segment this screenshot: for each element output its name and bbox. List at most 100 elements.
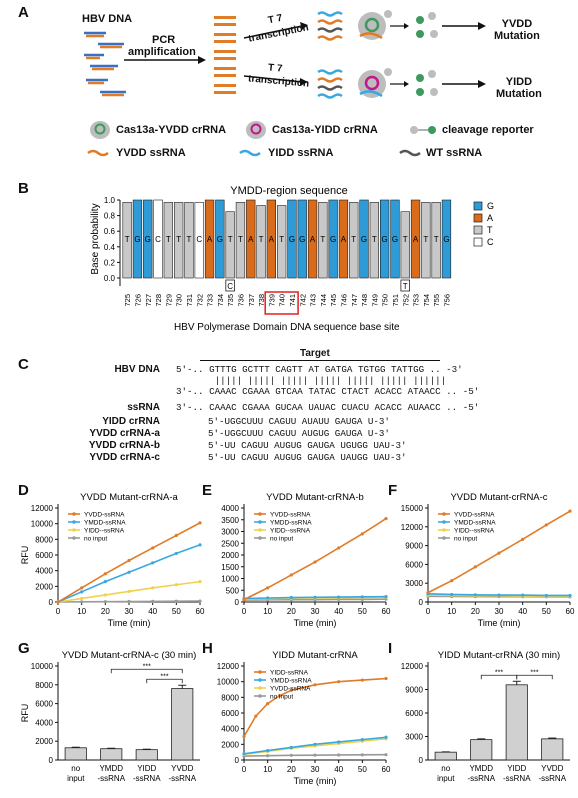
chart-b-legend-label: G <box>487 201 494 211</box>
chart-significance-label: *** <box>160 673 168 680</box>
chart-b-base-letter: T <box>125 235 130 244</box>
chart-xtick-label: 10 <box>263 607 272 616</box>
chart-b-xtick-label: 729 <box>164 294 173 307</box>
chart-b-base-letter: A <box>341 235 347 244</box>
chart-b-base-letter: T <box>423 235 428 244</box>
chart-point <box>360 595 364 599</box>
panel-label-d: D <box>18 482 29 499</box>
chart-point <box>337 740 341 744</box>
chart-b-xtick-label: 754 <box>422 294 431 307</box>
chart-significance-label: *** <box>495 669 503 676</box>
chart-ytick-label: 3000 <box>221 528 239 537</box>
yidd-mutation-label: YIDD Mutation <box>496 76 542 100</box>
chart-title: YIDD Mutant-crRNA (30 min) <box>438 650 560 661</box>
chart-ytick-label: 4000 <box>221 504 239 513</box>
chart-b-xtick-label: 755 <box>432 294 441 307</box>
chart-point <box>80 596 84 601</box>
chart-ytick-label: 12000 <box>401 523 424 532</box>
chart-ytick-label: 0 <box>419 756 424 765</box>
chart-point <box>198 521 202 525</box>
chart-significance-bracket <box>516 674 553 680</box>
chart-legend-marker <box>258 686 262 690</box>
chart-b-ytick-label: 0.0 <box>104 274 116 283</box>
panel-label-e: E <box>202 482 213 499</box>
pcr-label: PCR <box>152 34 176 46</box>
chart-b-bar <box>390 199 400 279</box>
chart-bar <box>470 739 493 761</box>
chart-ytick-label: 0 <box>235 598 240 607</box>
chart-ylabel: RFU <box>20 704 30 723</box>
chart-xtick-label: -ssRNA <box>133 774 161 783</box>
sequence-row-label: YIDD crRNA <box>102 416 160 427</box>
chart-b-xtick-label: 753 <box>412 294 421 307</box>
chart-ytick-label: 10000 <box>31 662 54 671</box>
chart-point <box>384 753 388 757</box>
chart-xtick-label: 0 <box>56 607 61 616</box>
chart-legend-label: YIDD-ssRNA <box>270 670 309 677</box>
chart-ytick-label: 4000 <box>221 725 239 734</box>
cleaved-reporter-bottom <box>416 70 438 96</box>
chart-b-legend-swatch <box>473 237 483 247</box>
chart-point <box>242 734 246 739</box>
yvdd-mutation-line2: Mutation <box>494 30 540 42</box>
chart-ytick-label: 4000 <box>35 567 53 576</box>
chart-xtick-label: 20 <box>101 607 110 616</box>
panel-label-a: A <box>18 4 29 21</box>
chart-point <box>127 558 131 563</box>
sequence-row: 5'-UGGCUUU CAGUU AUGUG GAUGA U-3' <box>208 428 390 439</box>
panel-c: C Target HBV DNA 5'-.. GTTTG GCTTT CAGTT … <box>0 348 578 476</box>
chart-legend-marker <box>72 528 76 532</box>
legend-reporter: cleavage reporter <box>442 124 534 136</box>
chart-b-legend-swatch <box>473 201 483 211</box>
legend-yvdd-ssrna: YVDD ssRNA <box>116 147 186 159</box>
sequence-row-label: ssRNA <box>127 402 160 413</box>
chart-legend-label: no input <box>270 536 293 543</box>
chart-b-xtick-label: 740 <box>278 294 287 307</box>
chart-ytick-label: 0 <box>419 598 424 607</box>
chart-point <box>473 565 477 569</box>
chart-b-base-letter: G <box>299 235 305 244</box>
chart-point <box>80 586 84 590</box>
chart-b-bar <box>421 202 431 279</box>
chart-b-xtick-label: 730 <box>175 294 184 307</box>
chart-ytick-label: 0 <box>49 756 54 765</box>
chart-b-bar <box>204 199 215 279</box>
chart-ytick-label: 12000 <box>217 662 240 671</box>
chart-xtick-label: YVDD <box>171 764 193 773</box>
chart-h: YIDD Mutant-crRNA 0 2000 4000 6000 8000 10000 1… <box>217 650 391 786</box>
chart-b-xtick-label: 725 <box>123 294 132 307</box>
chart-ytick-label: 3000 <box>405 733 423 742</box>
chart-point <box>360 753 364 757</box>
chart-ytick-label: 8000 <box>221 693 239 702</box>
chart-point <box>568 509 572 513</box>
chart-b-bar <box>410 199 421 279</box>
chart-ytick-label: 10000 <box>217 678 240 687</box>
chart-g: YVDD Mutant-crRNA-c (30 min) 0 2000 4000 600… <box>20 650 200 783</box>
chart-b-bar <box>246 199 256 279</box>
chart-point <box>174 551 178 556</box>
chart-b-bar <box>174 202 184 279</box>
chart-point <box>313 595 317 599</box>
chart-significance-label: *** <box>143 663 151 670</box>
chart-b-xtick-label: 751 <box>391 294 400 307</box>
chart-point <box>266 586 270 590</box>
legend-wt-ssrna: WT ssRNA <box>426 147 483 159</box>
chart-legend-marker <box>258 520 262 524</box>
chart-point <box>151 599 155 603</box>
chart-point <box>450 579 454 583</box>
chart-b-bar <box>297 199 307 279</box>
chart-point <box>337 546 341 550</box>
chart-legend-label: no input <box>454 536 477 543</box>
chart-b-xtick-label: 733 <box>206 294 215 307</box>
chart-b-ytick-label: 0.4 <box>104 243 116 252</box>
chart-legend-label: YIDD--ssRNA <box>454 528 495 535</box>
chart-xlabel: Time (min) <box>294 618 337 628</box>
chart-ytick-label: 4000 <box>35 718 53 727</box>
chart-point <box>103 600 107 604</box>
chart-b-xtick-label: 743 <box>309 294 318 307</box>
chart-b-bar <box>132 199 143 279</box>
legend-yidd-ssrna: YIDD ssRNA <box>268 147 334 159</box>
chart-point <box>544 523 548 527</box>
chart-xtick-label: YIDD <box>507 764 526 773</box>
legend-cas13a-yvdd: Cas13a-YVDD crRNA <box>116 124 227 136</box>
